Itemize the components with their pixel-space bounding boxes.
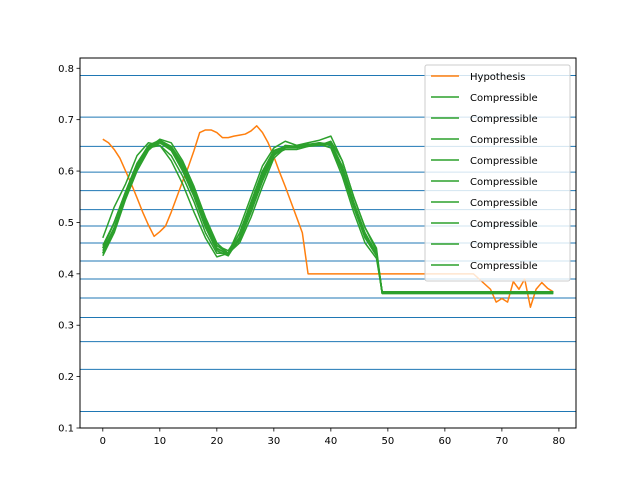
- legend-label: Compressible: [470, 135, 538, 146]
- y-tick-label: 0.5: [58, 218, 74, 229]
- y-tick-label: 0.2: [58, 372, 74, 383]
- x-axis-ticks: 0 10 20 30 40 50 60 70 80: [100, 428, 566, 447]
- legend-box: [424, 64, 571, 282]
- series-lines: [102, 125, 554, 308]
- y-tick-label: 0.4: [58, 269, 74, 280]
- y-tick-label: 0.7: [58, 115, 74, 126]
- legend-label: Compressible: [470, 198, 538, 209]
- legend-label: Compressible: [470, 177, 538, 188]
- x-tick-label: 40: [324, 436, 337, 447]
- x-tick-label: 10: [153, 436, 166, 447]
- legend-label: Compressible: [470, 156, 538, 167]
- x-tick-label: 20: [210, 436, 223, 447]
- x-tick-label: 70: [496, 436, 509, 447]
- legend: Hypothesis Compressible Compressible Compre…: [424, 64, 571, 282]
- series-line-compressible-9: [102, 139, 554, 293]
- plot-frame: [79, 57, 577, 429]
- series-line-hypothesis: [102, 125, 554, 308]
- y-tick-label: 0.1: [58, 424, 74, 435]
- x-tick-label: 50: [381, 436, 394, 447]
- x-tick-label: 80: [553, 436, 566, 447]
- legend-label: Hypothesis: [470, 72, 526, 83]
- y-tick-label: 0.6: [58, 167, 74, 178]
- y-axis-ticks: 0.1 0.2 0.3 0.4 0.5 0.6 0.7 0.8: [58, 64, 80, 435]
- x-tick-label: 60: [439, 436, 452, 447]
- x-tick-label: 30: [267, 436, 280, 447]
- legend-label: Compressible: [470, 93, 538, 104]
- legend-label: Compressible: [470, 261, 538, 272]
- x-tick-label: 0: [100, 436, 106, 447]
- y-tick-label: 0.3: [58, 321, 74, 332]
- legend-label: Compressible: [470, 240, 538, 251]
- legend-label: Compressible: [470, 219, 538, 230]
- legend-label: Compressible: [470, 114, 538, 125]
- y-tick-label: 0.8: [58, 64, 74, 75]
- series-line-compressible-8: [102, 141, 554, 295]
